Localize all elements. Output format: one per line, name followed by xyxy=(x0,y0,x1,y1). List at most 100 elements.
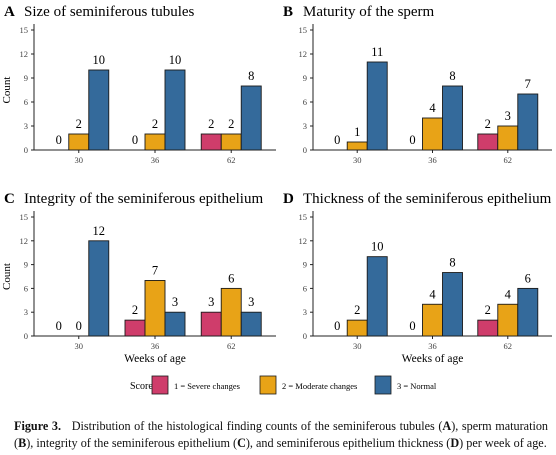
y-axis-label: Count xyxy=(1,77,13,104)
x-tick-label: 36 xyxy=(428,341,437,351)
y-tick-label: 6 xyxy=(24,283,28,293)
caption-text: Distribution of the histological finding… xyxy=(14,419,548,450)
bar xyxy=(477,319,499,337)
data-label: 0 xyxy=(334,133,340,147)
y-tick-label: 0 xyxy=(24,145,28,155)
bar xyxy=(442,272,463,337)
bar xyxy=(442,85,463,151)
y-tick-label: 15 xyxy=(299,25,308,35)
bar xyxy=(497,303,519,337)
data-label: 3 xyxy=(505,109,511,123)
x-tick-label: 30 xyxy=(353,341,362,351)
bar xyxy=(422,117,443,151)
bar xyxy=(346,319,368,337)
data-label: 6 xyxy=(525,271,531,285)
legend-title: Score xyxy=(130,381,153,392)
caption-panel-ref: C xyxy=(237,436,246,451)
data-label: 0 xyxy=(56,133,62,147)
y-tick-label: 0 xyxy=(24,331,28,341)
x-tick-label: 62 xyxy=(504,341,513,351)
caption-label: Figure 3. xyxy=(14,419,62,434)
caption-panel-ref: A xyxy=(442,419,452,434)
y-axis-label: Count xyxy=(1,263,13,290)
caption-segment: ), sperm maturation ( xyxy=(14,419,549,451)
caption-segment: ) per week of age. xyxy=(459,436,547,451)
bar xyxy=(240,85,262,151)
legend-swatch xyxy=(151,375,169,395)
chart-panel-b: B Maturity of the sperm036912153001113604… xyxy=(283,4,552,165)
panel-letter: A xyxy=(4,4,15,20)
x-tick-label: 36 xyxy=(151,341,160,351)
x-tick-label: 36 xyxy=(428,155,437,165)
caption-segment: ), and seminiferous epithelium thickness… xyxy=(245,436,451,451)
bar xyxy=(144,280,166,337)
data-label: 4 xyxy=(429,101,436,115)
chart-panel-c: C Integrity of the seminiferous epitheliu… xyxy=(1,191,276,365)
legend-label: 2 = Moderate changes xyxy=(282,381,357,391)
y-tick-label: 12 xyxy=(20,49,29,59)
y-tick-label: 9 xyxy=(24,73,28,83)
caption-segment: Distribution of the histological finding… xyxy=(71,419,443,434)
x-tick-label: 62 xyxy=(504,155,513,165)
chart-panel-d: D Thickness of the seminiferous epitheliu… xyxy=(283,191,552,365)
y-tick-label: 6 xyxy=(303,97,307,107)
data-label: 11 xyxy=(371,45,383,59)
bar xyxy=(517,287,539,337)
data-label: 8 xyxy=(449,69,455,83)
bar xyxy=(144,133,166,151)
legend-swatch xyxy=(259,375,277,395)
data-label: 0 xyxy=(409,319,415,333)
panel-title: Integrity of the seminiferous epithelium xyxy=(24,191,263,207)
bar xyxy=(124,319,146,337)
data-label: 2 xyxy=(152,117,158,131)
x-tick-label: 30 xyxy=(353,155,362,165)
y-tick-label: 15 xyxy=(299,212,308,222)
y-tick-label: 6 xyxy=(24,97,28,107)
data-label: 0 xyxy=(334,319,340,333)
y-tick-label: 9 xyxy=(303,260,307,270)
data-label: 2 xyxy=(354,303,360,317)
x-tick-label: 36 xyxy=(151,155,160,165)
legend-label: 3 = Normal xyxy=(397,381,437,391)
data-label: 8 xyxy=(248,69,254,83)
x-axis-label: Weeks of age xyxy=(402,353,464,365)
bar xyxy=(164,311,186,337)
bar xyxy=(164,69,186,151)
panel-letter: D xyxy=(283,191,294,207)
bar xyxy=(220,133,242,151)
data-label: 2 xyxy=(228,117,234,131)
y-tick-label: 15 xyxy=(20,25,29,35)
y-tick-label: 15 xyxy=(20,212,29,222)
panel-title: Maturity of the sperm xyxy=(303,4,435,20)
data-label: 3 xyxy=(248,295,254,309)
data-label: 4 xyxy=(429,287,436,301)
bar xyxy=(200,311,222,337)
bar xyxy=(366,256,388,337)
y-tick-label: 12 xyxy=(20,236,29,246)
x-tick-label: 62 xyxy=(227,341,236,351)
data-label: 3 xyxy=(208,295,214,309)
y-tick-label: 3 xyxy=(24,121,28,131)
caption-panel-ref: B xyxy=(18,436,27,451)
panel-title: Thickness of the seminiferous epithelium xyxy=(303,191,552,207)
data-label: 12 xyxy=(93,224,106,238)
data-label: 6 xyxy=(228,271,234,285)
bar xyxy=(497,125,519,151)
data-label: 2 xyxy=(485,117,491,131)
panel-letter: B xyxy=(283,4,293,20)
legend-label: 1 = Severe changes xyxy=(174,381,240,391)
data-label: 0 xyxy=(132,133,138,147)
data-label: 7 xyxy=(525,77,531,91)
y-tick-label: 6 xyxy=(303,283,307,293)
data-label: 10 xyxy=(169,53,182,67)
x-axis-label: Weeks of age xyxy=(124,353,186,365)
data-label: 0 xyxy=(56,319,62,333)
chart-panel-a: A Size of seminiferous tubules03691215Cou… xyxy=(1,4,276,165)
bar xyxy=(477,133,499,151)
bar xyxy=(346,141,368,151)
y-tick-label: 3 xyxy=(303,307,307,317)
x-tick-label: 62 xyxy=(227,155,236,165)
y-tick-label: 0 xyxy=(303,331,307,341)
bar xyxy=(366,61,388,151)
y-tick-label: 9 xyxy=(24,260,28,270)
